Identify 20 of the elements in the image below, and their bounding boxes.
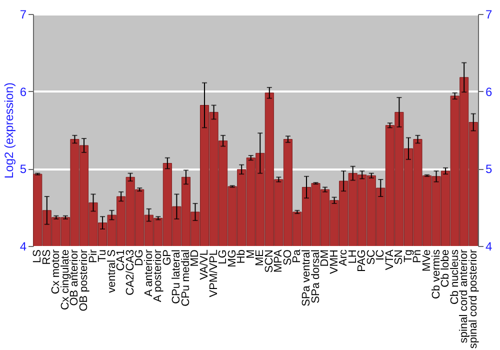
x-tick-label: Pn — [412, 250, 424, 263]
y2-tick-label: 7 — [486, 8, 492, 22]
x-tick-label: SC — [365, 249, 378, 265]
x-tick-label: SPa dorsal — [310, 250, 322, 304]
y-tick-label: 5 — [20, 162, 27, 176]
y-axis-title: Log2 (expression) — [2, 82, 16, 179]
x-tick-label: SCN — [263, 249, 276, 273]
y-tick-label: 6 — [20, 84, 27, 99]
y2-tick-label: 4 — [486, 240, 492, 254]
y-tick-label: 7 — [20, 8, 27, 22]
x-tick-label: IC — [374, 249, 387, 260]
x-tick-label: CPu medial — [180, 250, 192, 306]
y-tick-label: 4 — [20, 240, 27, 254]
x-tick-label: Pir — [87, 249, 100, 263]
x-tick-label: Arc — [338, 249, 350, 266]
x-tick-label: MVe — [421, 250, 434, 272]
y2-tick-label: 6 — [486, 84, 492, 99]
x-tick-label: SO — [282, 249, 294, 266]
x-tick-label: RS — [40, 250, 53, 265]
y2-tick-label: 5 — [486, 162, 492, 176]
